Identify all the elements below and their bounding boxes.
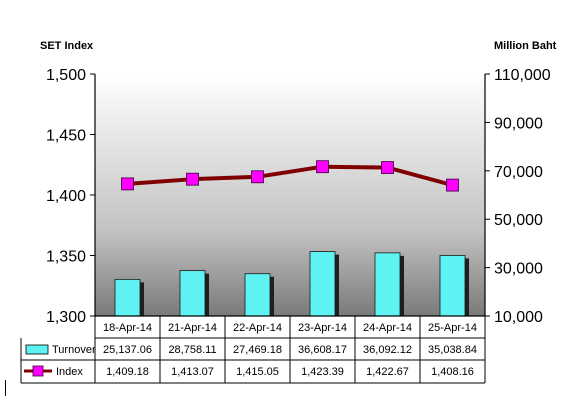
turnover-legend-label: Turnover xyxy=(52,344,96,356)
index-marker xyxy=(121,177,134,191)
turnover-value: 27,469.18 xyxy=(233,344,282,356)
turnover-value: 36,092.12 xyxy=(363,344,412,356)
index-value: 1,409.18 xyxy=(106,366,149,378)
turnover-legend-key xyxy=(25,344,49,355)
category-label: 24-Apr-14 xyxy=(363,322,412,334)
turnover-bar xyxy=(114,278,141,317)
right-tick-label: 70,000 xyxy=(494,164,543,181)
text-cursor xyxy=(5,380,6,396)
index-line xyxy=(121,160,459,192)
right-tick-label: 30,000 xyxy=(494,261,543,278)
index-series-line xyxy=(127,164,454,188)
index-marker xyxy=(186,172,199,186)
index-value: 1,415.05 xyxy=(236,366,279,378)
turnover-bar xyxy=(309,251,336,317)
left-tick-label: 1,400 xyxy=(46,188,86,205)
turnover-bar xyxy=(179,270,206,317)
index-value: 1,413.07 xyxy=(171,366,214,378)
turnover-bar xyxy=(374,252,401,317)
right-tick-label: 110,000 xyxy=(494,67,551,84)
category-label: 21-Apr-14 xyxy=(168,322,217,334)
left-tick-label: 1,350 xyxy=(46,249,86,266)
index-legend-marker xyxy=(32,365,44,377)
right-tick-label: 10,000 xyxy=(494,309,543,326)
turnover-value: 35,038.84 xyxy=(428,344,477,356)
turnover-value: 25,137.06 xyxy=(103,344,152,356)
index-value: 1,423.39 xyxy=(301,366,344,378)
index-marker xyxy=(251,170,264,184)
right-tick-label: 50,000 xyxy=(494,212,543,229)
turnover-bar xyxy=(439,255,466,317)
index-legend-label: Index xyxy=(56,366,83,378)
plot-area xyxy=(95,74,485,316)
category-label: 23-Apr-14 xyxy=(298,322,347,334)
turnover-value: 36,608.17 xyxy=(298,344,347,356)
index-marker xyxy=(316,160,329,174)
turnover-bar xyxy=(244,273,271,317)
index-value: 1,422.67 xyxy=(366,366,409,378)
right-tick-label: 90,000 xyxy=(494,115,543,132)
data-table: 18-Apr-14 25,137.06 1,409.18 21-Apr-14 28,75… xyxy=(20,316,486,384)
right-axis-title: Million Baht xyxy=(494,40,557,52)
turnover-value: 28,758.11 xyxy=(168,344,216,356)
axes: 1,300 1,350 1,400 1,450 1,500 10,000 30,000 50,… xyxy=(46,67,551,326)
index-value: 1,408.16 xyxy=(431,366,474,378)
category-label: 25-Apr-14 xyxy=(428,322,477,334)
left-tick-label: 1,300 xyxy=(46,309,86,326)
left-tick-label: 1,500 xyxy=(46,67,86,84)
turnover-bars xyxy=(114,251,469,317)
index-marker xyxy=(446,178,459,192)
left-tick-label: 1,450 xyxy=(46,128,86,145)
category-label: 18-Apr-14 xyxy=(103,322,152,334)
index-marker xyxy=(381,161,394,174)
left-axis-title: SET Index xyxy=(40,40,94,52)
category-label: 22-Apr-14 xyxy=(233,322,282,334)
